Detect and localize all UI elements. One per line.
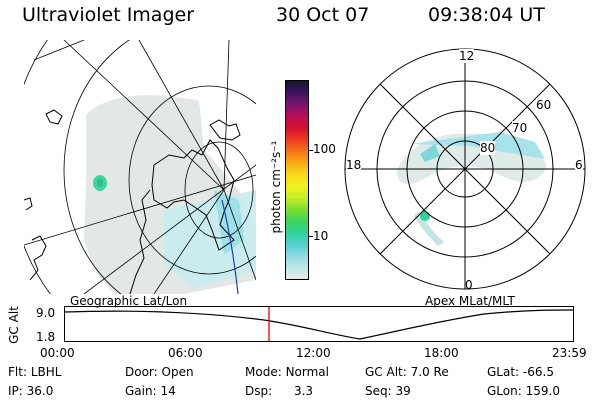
status-mode: Mode: Normal: [245, 365, 329, 379]
glon-label: GLon:: [487, 384, 522, 398]
gain-label: Gain:: [125, 384, 157, 398]
timeline-xtick-1200: 12:00: [296, 346, 331, 360]
colorbar: [285, 80, 309, 280]
door-label: Door:: [125, 365, 158, 379]
timeline-axis-label: GC Alt: [7, 306, 21, 344]
status-gain: Gain: 14: [125, 384, 176, 398]
status-glon: GLon: 159.0: [487, 384, 560, 398]
geographic-map: [24, 40, 256, 294]
geographic-panel-label: Geographic Lat/Lon: [70, 294, 188, 308]
instrument-title: Ultraviolet Imager: [22, 4, 195, 26]
dsp-value: 3.3: [293, 384, 314, 398]
mlt-label-18: 18: [346, 158, 362, 172]
colorbar-unit-label: photon cm⁻²s⁻¹: [269, 140, 283, 234]
filter-value: LBHL: [30, 365, 62, 379]
timeline-xtick-1800: 18:00: [424, 346, 459, 360]
status-gcalt: GC Alt: 7.0 Re: [365, 365, 449, 379]
mode-label: Mode:: [245, 365, 282, 379]
timeline-xtick-2359: 23:59: [552, 346, 587, 360]
status-glat: GLat: -66.5: [487, 365, 554, 379]
dsp-label: Dsp:: [245, 384, 273, 398]
gain-value: 14: [160, 384, 176, 398]
time-label: 09:38:04 UT: [428, 4, 545, 26]
timeline-ytick-low: 1.8: [36, 330, 56, 344]
glat-value: -66.5: [522, 365, 554, 379]
timeline-xtick-0600: 06:00: [168, 346, 203, 360]
status-ip: IP: 36.0: [8, 384, 53, 398]
mlt-label-0: 0: [465, 278, 473, 292]
timeline-xtick-0000: 00:00: [40, 346, 75, 360]
mlt-label-6: 6: [575, 158, 583, 172]
door-value: Open: [161, 365, 194, 379]
status-dsp: Dsp: 3.3: [245, 384, 313, 398]
seq-value: 39: [395, 384, 411, 398]
colorbar-tick-mark-100: [309, 150, 313, 151]
ip-value: 36.0: [26, 384, 54, 398]
status-filter: Flt: LBHL: [8, 365, 61, 379]
mlat-label-80: 80: [480, 141, 496, 155]
apex-panel-label: Apex MLat/MLT: [425, 294, 515, 308]
colorbar-gradient: [286, 81, 308, 279]
glat-label: GLat:: [487, 365, 520, 379]
mode-value: Normal: [285, 365, 329, 379]
mlt-label-12: 12: [459, 49, 475, 63]
glon-value: 159.0: [525, 384, 560, 398]
seq-label: Seq:: [365, 384, 392, 398]
polar-plot: [344, 48, 586, 290]
timeline-plot: [64, 306, 574, 342]
status-door: Door: Open: [125, 365, 194, 379]
timeline-ytick-high: 9.0: [36, 306, 56, 320]
gcalt-value: 7.0 Re: [410, 365, 449, 379]
gcalt-label: GC Alt:: [365, 365, 407, 379]
status-seq: Seq: 39: [365, 384, 411, 398]
date-label: 30 Oct 07: [276, 4, 370, 26]
mlat-label-70: 70: [512, 121, 528, 135]
mlat-label-60: 60: [536, 98, 552, 112]
colorbar-tick-10: 10: [313, 229, 329, 243]
filter-label: Flt:: [8, 365, 27, 379]
ip-label: IP:: [8, 384, 23, 398]
colorbar-tick-mark-10: [309, 236, 313, 237]
colorbar-tick-100: 100: [313, 142, 336, 156]
